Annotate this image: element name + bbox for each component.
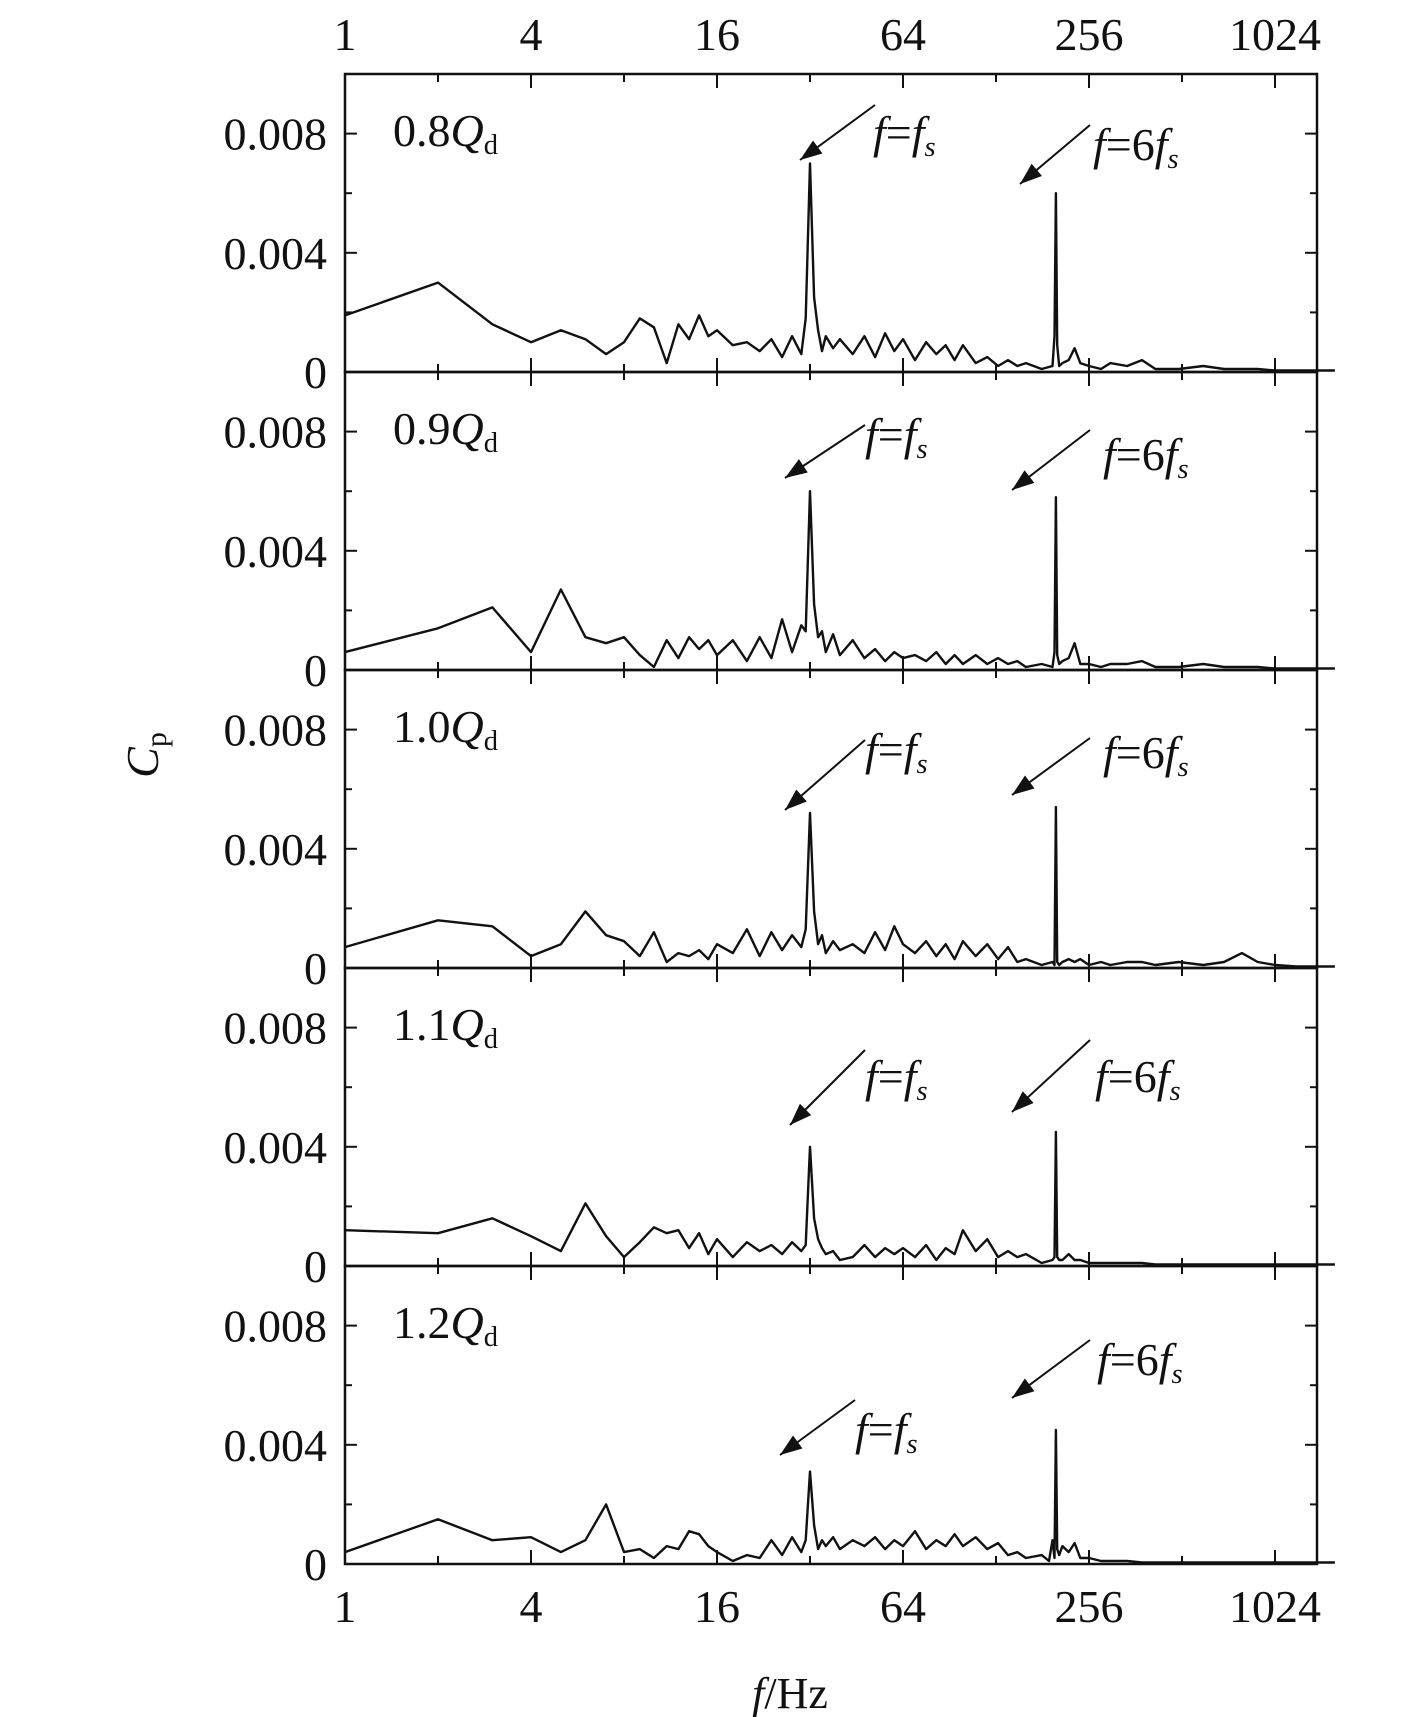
- x-tick-label-top: 64: [880, 9, 926, 60]
- peak-annotation: f=6fs​: [1097, 1334, 1183, 1390]
- y-tick-label: 0.008: [224, 407, 328, 458]
- peak-annotation: f=6fs​: [1093, 119, 1179, 175]
- peak-annotation: f=6fs​: [1103, 727, 1189, 783]
- y-tick-label: 0.004: [224, 1420, 328, 1471]
- panel-label: 1.2Qd​: [393, 1297, 498, 1353]
- panels-group: 00.0040.0080.8Qd​f=fs​f=6fs​00.0040.0080…: [224, 72, 1335, 1590]
- x-tick-label-top: 4: [520, 9, 543, 60]
- y-tick-label: 0: [304, 1241, 327, 1292]
- panel-2: 0 0.004 0.008 1.0Qd​ f=fs​ f=6fs​: [224, 668, 1335, 994]
- x-tick-label-top: 1: [334, 9, 357, 60]
- peak-annotation: f=fs​: [865, 724, 928, 780]
- annotation-arrowhead: [790, 1103, 812, 1125]
- y-tick-label: 0.008: [224, 1301, 328, 1352]
- panel-frame: [343, 1264, 1319, 1566]
- y-tick-label: 0.008: [224, 705, 328, 756]
- panel-0: 0 0.004 0.008 0.8Qd​ f=fs​ f=6fs​: [224, 72, 1335, 398]
- panel-frame: [343, 72, 1319, 374]
- annotation-arrowhead: [780, 1435, 803, 1455]
- panel-frame: [343, 966, 1319, 1268]
- y-tick-label: 0.008: [224, 109, 328, 160]
- panel-1: 0 0.004 0.008 0.9Qd​ f=fs​ f=6fs​: [224, 370, 1335, 696]
- peak-annotation: f=fs​: [865, 1051, 928, 1107]
- annotation-arrowhead: [785, 789, 807, 810]
- y-tick-label: 0: [304, 1539, 327, 1590]
- panel-3: 0 0.004 0.008 1.1Qd​ f=fs​ f=6fs​: [224, 966, 1335, 1292]
- series-line: [344, 490, 1335, 670]
- x-tick-label-bottom: 1024: [1229, 1581, 1321, 1632]
- panel-frame: [343, 668, 1319, 970]
- x-tick-label-bottom: 64: [880, 1581, 926, 1632]
- panel-frame: [343, 370, 1319, 672]
- y-axis-label: Cp: [117, 732, 173, 778]
- series-line: [344, 805, 1335, 968]
- x-tick-label-top: 16: [694, 9, 740, 60]
- y-tick-label: 0.004: [224, 824, 328, 875]
- y-tick-label: 0: [304, 347, 327, 398]
- series-line: [344, 162, 1335, 372]
- panel-label: 0.8Qd​: [393, 105, 498, 161]
- y-tick-label: 0.004: [224, 1122, 328, 1173]
- panel-4: 0 0.004 0.008 1.2Qd​ f=fs​ f=6fs​: [224, 1264, 1335, 1590]
- series-line: [344, 1428, 1335, 1564]
- annotation-arrowhead: [1012, 470, 1035, 490]
- panel-label: 0.9Qd​: [393, 403, 498, 459]
- top-x-tick-labels: 1 4 16 64 256 1024: [334, 9, 1322, 60]
- annotation-arrowhead: [785, 459, 808, 478]
- x-tick-label-bottom: 256: [1055, 1581, 1124, 1632]
- annotation-arrowhead: [1012, 1378, 1035, 1398]
- x-tick-label-bottom: 1: [334, 1581, 357, 1632]
- panel-label: 1.0Qd​: [393, 701, 498, 757]
- y-tick-label: 0: [304, 645, 327, 696]
- peak-annotation: f=fs​: [865, 409, 928, 465]
- peak-annotation: f=6fs​: [1103, 429, 1189, 485]
- annotation-arrowhead: [1012, 775, 1035, 795]
- y-tick-label: 0.004: [224, 228, 328, 279]
- peak-annotation: f=fs​: [873, 107, 936, 163]
- x-tick-label-bottom: 4: [520, 1581, 543, 1632]
- x-tick-label-top: 256: [1055, 9, 1124, 60]
- annotation-arrowhead: [1020, 163, 1042, 184]
- annotation-arrowhead: [800, 140, 823, 160]
- x-axis-label: f/Hz: [752, 1669, 828, 1717]
- y-tick-label: 0.004: [224, 526, 328, 577]
- peak-annotation: f=6fs​: [1095, 1051, 1181, 1107]
- series-line: [344, 1130, 1335, 1266]
- annotation-arrowhead: [1012, 1091, 1034, 1112]
- x-tick-label-bottom: 16: [694, 1581, 740, 1632]
- y-tick-label: 0: [304, 943, 327, 994]
- peak-annotation: f=fs​: [855, 1404, 918, 1460]
- panel-label: 1.1Qd​: [393, 999, 498, 1055]
- x-tick-label-top: 1024: [1229, 9, 1321, 60]
- y-tick-label: 0.008: [224, 1003, 328, 1054]
- bottom-x-tick-labels: 1 4 16 64 256 1024: [334, 1581, 1322, 1632]
